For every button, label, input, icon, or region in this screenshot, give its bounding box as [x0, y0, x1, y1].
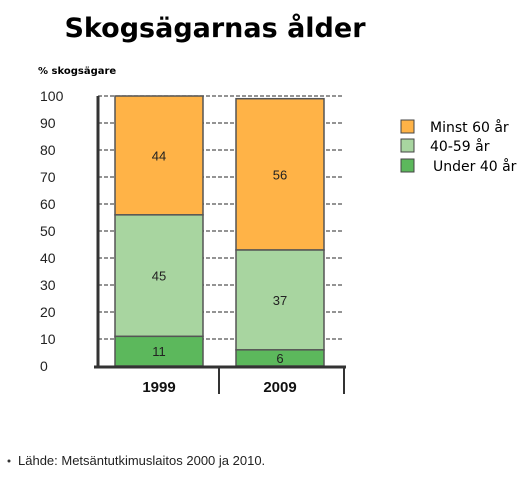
- bar-segment: [114, 214, 204, 338]
- legend-label: 40-59 år: [430, 138, 490, 155]
- gridlines: [98, 95, 342, 340]
- legend-swatch: [400, 158, 415, 173]
- data-label: 37: [273, 293, 287, 308]
- source-text: Lähde: Metsäntutkimuslaitos 2000 ja 2010…: [18, 453, 265, 468]
- chart-title: Skogsägarnas ålder: [64, 12, 366, 44]
- data-label: 6: [276, 351, 283, 366]
- legend-swatch: [400, 119, 415, 134]
- y-tick-label: 60: [40, 196, 56, 212]
- y-tick-label: 50: [40, 223, 56, 239]
- legend-label: Minst 60 år: [430, 119, 509, 136]
- y-tick-labels: 0 10 20 30 40 50 60 70 80 90 100: [40, 88, 64, 374]
- y-tick-label: 20: [40, 304, 56, 320]
- data-label: 11: [152, 344, 166, 359]
- y-tick-label: 100: [40, 88, 64, 104]
- legend: Minst 60 år 40-59 år Under 40 år: [400, 119, 517, 175]
- data-label: 45: [152, 269, 166, 284]
- bars: 11 45 44 6 37 56: [114, 95, 325, 367]
- bar-segment: [235, 97, 325, 251]
- y-tick-label: 40: [40, 250, 56, 266]
- legend-swatch: [400, 138, 415, 153]
- axes: [94, 96, 346, 394]
- bar-segment: [114, 335, 204, 367]
- x-tick-label: 1999: [142, 379, 175, 396]
- y-tick-label: 70: [40, 169, 56, 185]
- bar-segment: [235, 249, 325, 351]
- y-tick-label: 0: [40, 358, 48, 374]
- y-tick-label: 30: [40, 277, 56, 293]
- y-axis-label: % skogsägare: [38, 66, 116, 77]
- bar-segment: [114, 95, 204, 216]
- legend-label: Under 40 år: [433, 158, 517, 175]
- x-tick-labels: 1999 2009: [142, 379, 296, 396]
- bullet-icon: [7, 459, 11, 463]
- y-tick-label: 90: [40, 115, 56, 131]
- x-tick-label: 2009: [263, 379, 296, 396]
- y-tick-label: 10: [40, 331, 56, 347]
- y-tick-label: 80: [40, 142, 56, 158]
- data-label: 56: [273, 167, 287, 182]
- data-label: 44: [152, 148, 166, 163]
- source-note: Lähde: Metsäntutkimuslaitos 2000 ja 2010…: [7, 453, 265, 468]
